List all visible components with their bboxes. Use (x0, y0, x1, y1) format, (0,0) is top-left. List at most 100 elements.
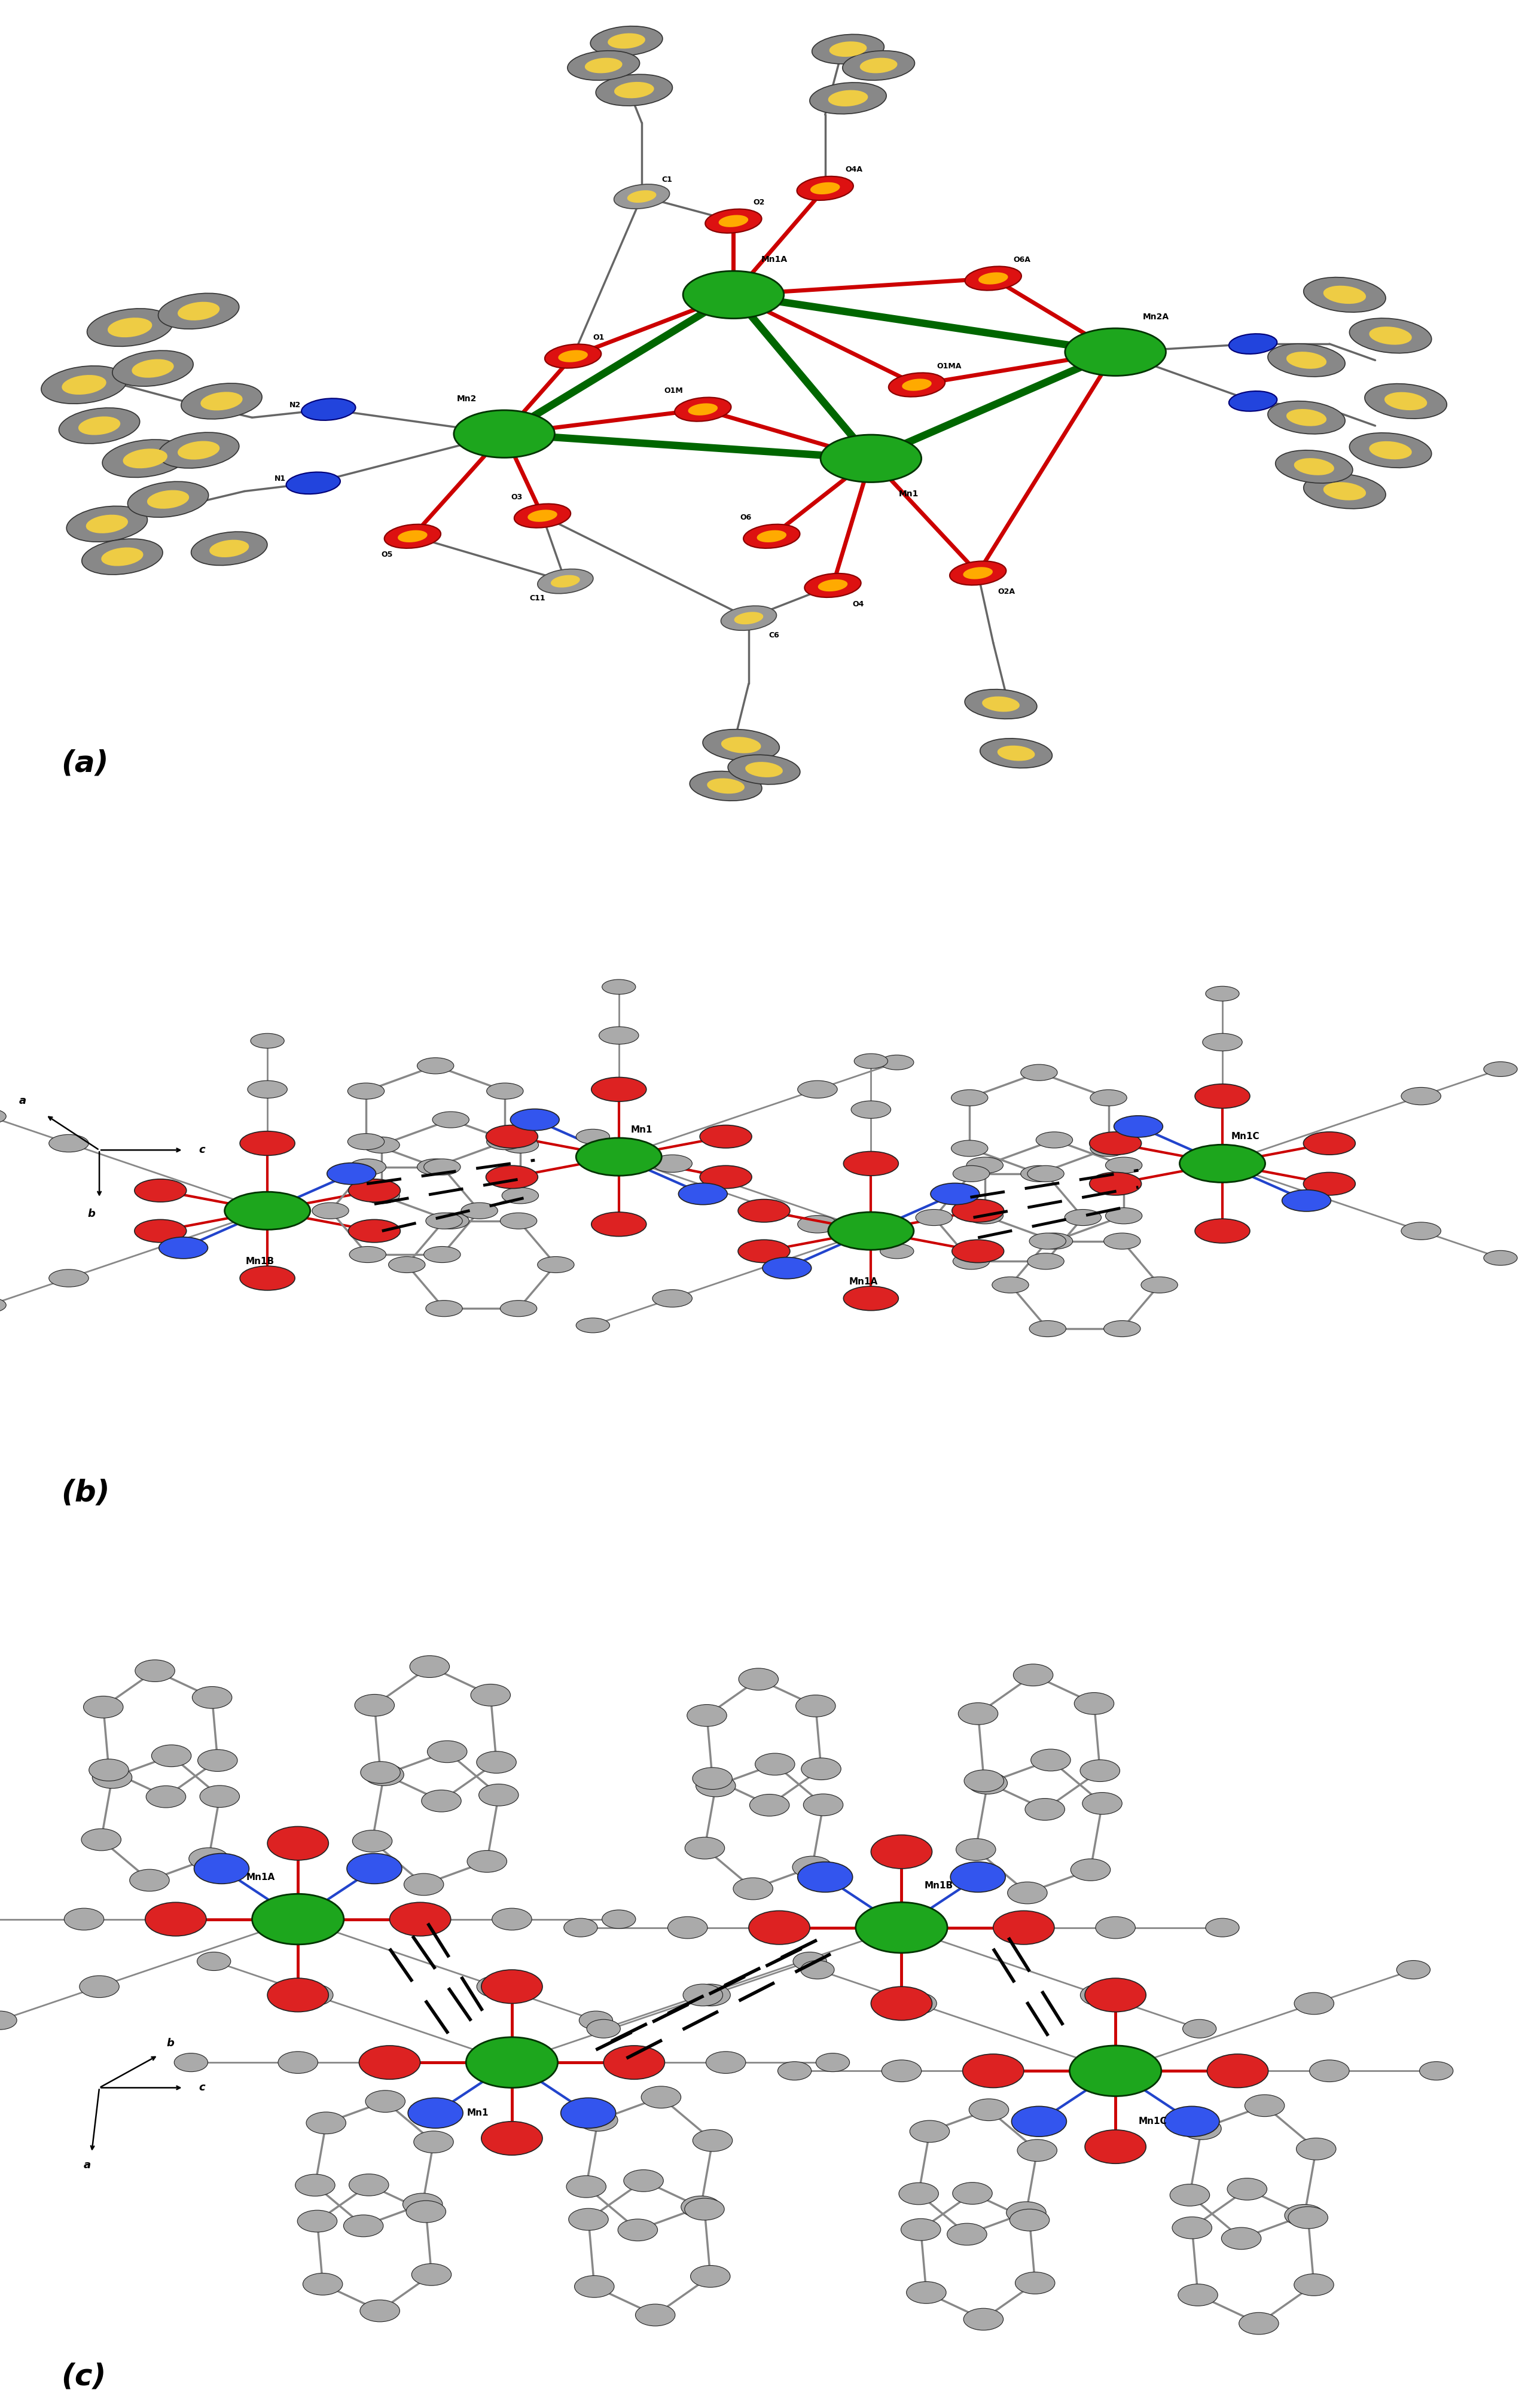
Circle shape (591, 1211, 646, 1235)
Text: O1M: O1M (665, 388, 683, 395)
Ellipse shape (828, 89, 868, 106)
Circle shape (471, 1683, 510, 1705)
Circle shape (1206, 987, 1239, 1002)
Circle shape (89, 1760, 128, 1782)
Ellipse shape (727, 754, 801, 785)
Text: O2: O2 (753, 197, 766, 207)
Circle shape (871, 1835, 932, 1869)
Text: Mn1A: Mn1A (761, 255, 787, 262)
Circle shape (240, 1267, 295, 1291)
Circle shape (1397, 1960, 1430, 1979)
Circle shape (468, 1849, 507, 1873)
Circle shape (695, 1775, 735, 1796)
Ellipse shape (128, 482, 208, 518)
Ellipse shape (78, 417, 121, 436)
Text: a: a (18, 1096, 26, 1105)
Circle shape (501, 1187, 538, 1204)
Text: a: a (84, 2160, 90, 2170)
Circle shape (364, 1187, 400, 1204)
Circle shape (575, 2276, 614, 2297)
Circle shape (422, 1789, 461, 1811)
Circle shape (278, 2052, 318, 2073)
Ellipse shape (61, 376, 107, 395)
Ellipse shape (842, 51, 915, 79)
Circle shape (564, 1919, 597, 1936)
Ellipse shape (1303, 474, 1386, 508)
Circle shape (1036, 1233, 1073, 1250)
Ellipse shape (1287, 352, 1326, 368)
Circle shape (636, 2304, 675, 2326)
Circle shape (197, 1953, 231, 1970)
Circle shape (486, 1165, 538, 1190)
Circle shape (828, 1211, 914, 1250)
Circle shape (733, 1878, 773, 1900)
Ellipse shape (756, 530, 787, 542)
Circle shape (251, 1033, 284, 1047)
Circle shape (417, 1057, 454, 1074)
Circle shape (1282, 1190, 1331, 1211)
Ellipse shape (810, 183, 840, 195)
Circle shape (403, 1873, 443, 1895)
Circle shape (49, 1134, 89, 1151)
Circle shape (1027, 1165, 1063, 1182)
Circle shape (306, 2112, 345, 2133)
Circle shape (882, 2059, 921, 2083)
Circle shape (1021, 1165, 1057, 1182)
Circle shape (801, 1960, 834, 1979)
Ellipse shape (689, 771, 762, 802)
Circle shape (410, 1657, 449, 1678)
Circle shape (1030, 1233, 1067, 1250)
Ellipse shape (1303, 277, 1386, 313)
Ellipse shape (805, 573, 860, 597)
Ellipse shape (688, 402, 718, 417)
Circle shape (461, 1202, 498, 1218)
Ellipse shape (113, 352, 193, 385)
Circle shape (1089, 1173, 1141, 1194)
Text: Mn1A: Mn1A (246, 1873, 275, 1881)
Circle shape (952, 1199, 1004, 1223)
Circle shape (365, 2090, 405, 2112)
Circle shape (969, 2100, 1008, 2121)
Circle shape (856, 1902, 947, 1953)
Circle shape (267, 1979, 329, 2013)
Ellipse shape (1276, 450, 1352, 484)
Circle shape (1030, 1320, 1067, 1336)
Ellipse shape (626, 190, 657, 202)
Circle shape (801, 1758, 840, 1780)
Ellipse shape (107, 318, 153, 337)
Circle shape (1484, 1250, 1517, 1264)
Circle shape (652, 1291, 692, 1308)
Circle shape (576, 1139, 662, 1175)
Ellipse shape (67, 506, 147, 542)
Circle shape (897, 1991, 937, 2015)
Text: O3: O3 (510, 494, 523, 501)
Text: C1: C1 (662, 176, 672, 183)
Circle shape (755, 1753, 795, 1775)
Ellipse shape (385, 525, 440, 549)
Circle shape (804, 1794, 843, 1816)
Ellipse shape (733, 612, 764, 624)
Circle shape (267, 1828, 329, 1861)
Circle shape (350, 1158, 387, 1175)
Circle shape (602, 1910, 636, 1929)
Circle shape (692, 2129, 732, 2150)
Circle shape (225, 1192, 310, 1230)
Text: N2: N2 (290, 402, 301, 409)
Text: O6A: O6A (1013, 255, 1030, 262)
Ellipse shape (101, 547, 144, 566)
Circle shape (967, 1772, 1007, 1794)
Circle shape (538, 1257, 575, 1274)
Circle shape (678, 1182, 727, 1204)
Ellipse shape (159, 294, 238, 330)
Ellipse shape (983, 696, 1019, 713)
Circle shape (423, 1247, 460, 1262)
Circle shape (1031, 1748, 1071, 1770)
Circle shape (486, 1134, 523, 1149)
Ellipse shape (998, 746, 1034, 761)
Circle shape (1294, 2273, 1334, 2295)
Circle shape (1178, 2285, 1218, 2307)
Circle shape (915, 1209, 952, 1226)
Circle shape (1080, 1984, 1120, 2006)
Circle shape (364, 1137, 400, 1153)
Ellipse shape (87, 308, 173, 347)
